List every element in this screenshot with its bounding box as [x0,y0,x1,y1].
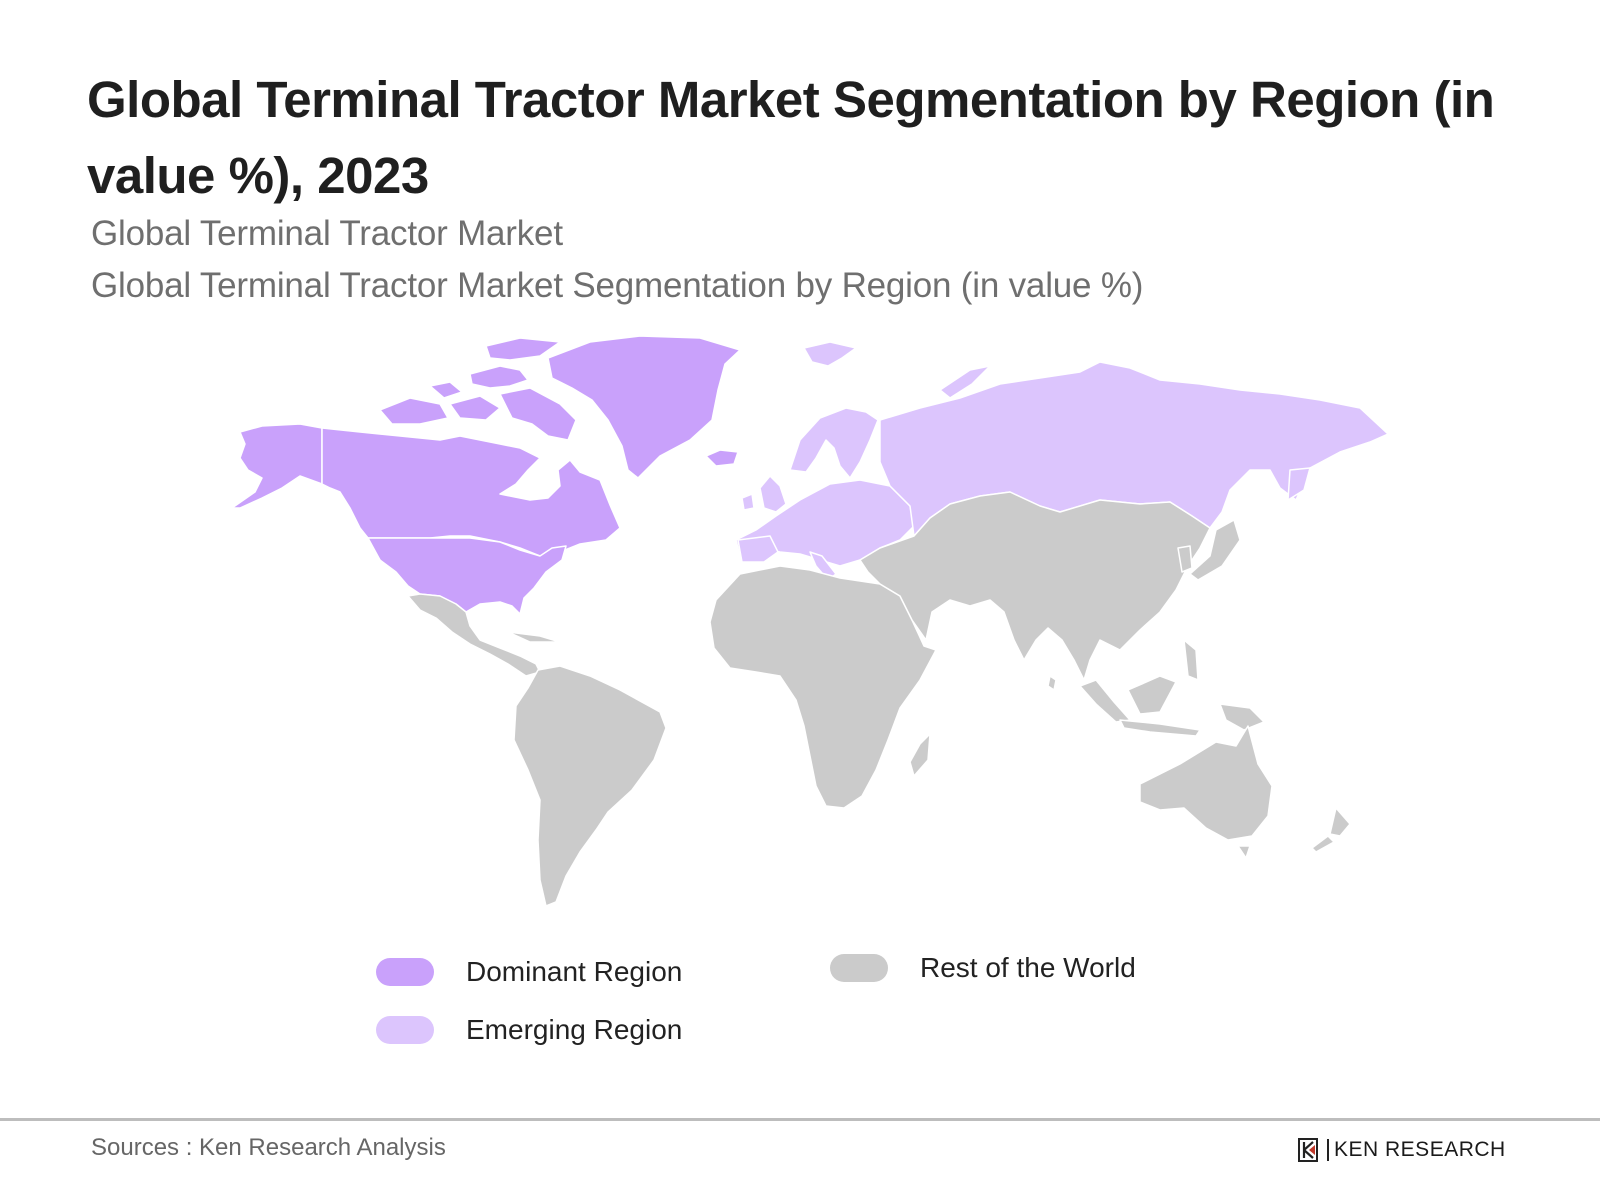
legend-swatch-emerging [376,1016,434,1044]
legend-label-rest: Rest of the World [920,952,1136,983]
region-europe-russia [735,341,1389,581]
legend-dominant-region: Dominant Region [376,956,682,988]
chart-subtitle-segmentation: Global Terminal Tractor Market Segmentat… [91,266,1144,305]
region-rest-of-world [407,491,1351,907]
legend-swatch-dominant [376,958,434,986]
ken-research-logo: KEN RESEARCH [1298,1138,1506,1162]
legend-emerging-region: Emerging Region [376,1014,682,1046]
chart-title: Global Terminal Tractor Market Segmentat… [87,71,1495,204]
legend-swatch-rest [830,954,888,982]
logo-separator [1327,1139,1329,1161]
source-note: Sources : Ken Research Analysis [91,1134,446,1161]
legend-label-dominant: Dominant Region [466,956,683,987]
footer-divider [0,1118,1600,1121]
chart-subtitle-market: Global Terminal Tractor Market [91,214,563,253]
legend-label-emerging: Emerging Region [466,1014,683,1045]
region-north-america [231,335,741,615]
ken-research-logo-icon [1298,1138,1318,1162]
world-map [231,335,1389,907]
legend-rest-of-world: Rest of the World [830,952,1136,984]
brand-name: KEN RESEARCH [1334,1138,1506,1161]
